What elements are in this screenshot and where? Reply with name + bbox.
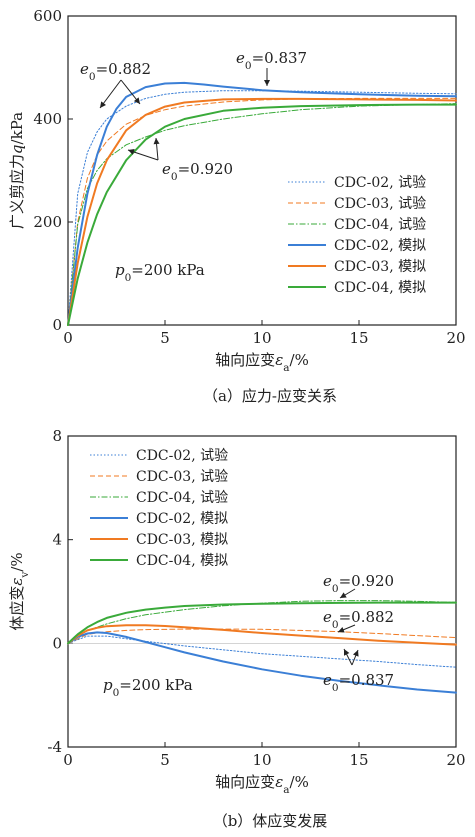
x-tick-label: 5 — [160, 329, 170, 347]
annotation-arrowhead — [128, 149, 135, 155]
legend-label: CDC-03, 试验 — [334, 196, 426, 212]
series-line-1 — [67, 90, 457, 326]
legend-label: CDC-02, 试验 — [136, 448, 228, 464]
annotation-label: e0=0.882 — [80, 60, 151, 83]
x-tick-label: 10 — [252, 329, 271, 347]
y-tick-label: 600 — [33, 7, 62, 25]
series-line-4 — [67, 81, 457, 326]
y-tick-label: 0 — [52, 634, 62, 652]
y-tick-label: 8 — [52, 427, 62, 445]
legend-label: CDC-03, 模拟 — [334, 259, 426, 275]
annotation-arrowhead — [264, 80, 270, 86]
legend-label: CDC-02, 模拟 — [334, 238, 426, 254]
x-tick-label: 0 — [63, 751, 73, 769]
series-line-1 — [67, 635, 457, 668]
annotation-label: e0=0.920 — [323, 572, 394, 595]
annotation-arrowhead — [153, 138, 160, 145]
y-axis-title: 广义剪应力q/kPa — [8, 112, 26, 229]
x-tick-label: 20 — [446, 751, 465, 769]
annotation-arrowhead — [100, 101, 106, 108]
annotation-label: e0=0.920 — [162, 160, 233, 183]
y-tick-label: -4 — [47, 738, 62, 756]
legend-label: CDC-03, 试验 — [136, 469, 228, 485]
x-axis-title: 轴向应变εa/% — [215, 773, 309, 796]
condition-label: p0=200 kPa — [103, 676, 193, 699]
legend-label: CDC-04, 试验 — [334, 217, 426, 233]
annotation-arrowhead — [352, 650, 359, 657]
x-axis-title: 轴向应变εa/% — [215, 351, 309, 374]
y-tick-label: 0 — [52, 316, 62, 334]
series-line-6 — [67, 601, 457, 645]
y-tick-label: 4 — [52, 531, 62, 549]
caption-a: （a）应力-应变关系 — [203, 387, 337, 405]
plot-frame — [67, 435, 457, 748]
series-line-3 — [67, 600, 457, 644]
legend-label: CDC-02, 模拟 — [136, 511, 228, 527]
y-tick-label: 200 — [33, 213, 62, 231]
legend-label: CDC-04, 试验 — [136, 490, 228, 506]
x-tick-label: 15 — [349, 329, 368, 347]
annotation-arrowhead — [133, 97, 140, 104]
x-tick-label: 10 — [252, 751, 271, 769]
annotation-label: e0=0.837 — [323, 671, 394, 694]
series-line-3 — [67, 103, 457, 326]
annotation-arrowhead — [338, 626, 345, 633]
annotation-label: e0=0.882 — [323, 608, 394, 631]
legend-label: CDC-02, 试验 — [334, 175, 426, 191]
series-line-6 — [67, 103, 457, 326]
annotation-arrowhead — [344, 649, 350, 656]
caption-b: （b）体应变发展 — [213, 812, 328, 830]
series-line-5 — [67, 624, 457, 646]
legend-label: CDC-03, 模拟 — [136, 532, 228, 548]
x-tick-label: 0 — [63, 329, 73, 347]
y-tick-label: 400 — [33, 110, 62, 128]
x-tick-label: 20 — [446, 329, 465, 347]
annotation-label: e0=0.837 — [236, 49, 307, 72]
y-axis-title: 体应变εv/% — [8, 552, 31, 630]
legend-label: CDC-04, 模拟 — [334, 280, 426, 296]
x-tick-label: 15 — [349, 751, 368, 769]
condition-label: p0=200 kPa — [115, 261, 205, 284]
x-tick-label: 5 — [160, 751, 170, 769]
series-line-5 — [67, 97, 457, 326]
series-line-4 — [67, 631, 457, 694]
panel-a-chart: 0 5 10 15 200200400600轴向应变εa/%广义剪应力q/kPaCDC-… — [8, 7, 466, 374]
annotation-arrowhead — [340, 592, 347, 598]
legend-label: CDC-04, 模拟 — [136, 553, 228, 569]
